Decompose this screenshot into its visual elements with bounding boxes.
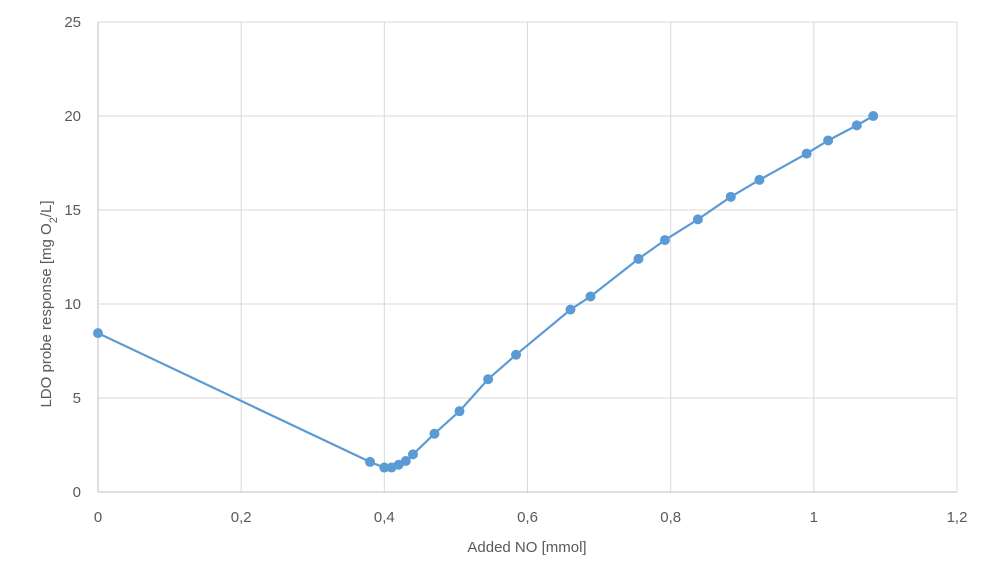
gridlines (98, 21, 958, 492)
data-point (801, 148, 812, 159)
data-point (379, 462, 390, 473)
data-point (400, 455, 411, 466)
y-tick-label: 10 (64, 296, 81, 313)
y-axis-title-suffix: /L] (38, 200, 55, 217)
data-point (725, 191, 736, 202)
x-tick-label: 1,2 (947, 509, 968, 526)
y-tick-label: 20 (64, 108, 81, 125)
data-point (692, 214, 703, 225)
x-tick-label: 0,2 (231, 509, 252, 526)
series-line (97, 115, 874, 469)
data-point (429, 428, 440, 439)
data-point (565, 304, 576, 315)
data-point (365, 456, 376, 467)
data-point (454, 406, 465, 417)
data-point (868, 111, 879, 121)
y-axis-title-main: LDO probe response [mg O (38, 223, 55, 407)
data-point (633, 253, 644, 264)
x-tick-label: 0,6 (517, 509, 538, 526)
axes (97, 22, 957, 493)
x-axis-title: Added NO [mmol] (467, 539, 586, 556)
y-tick-label: 5 (73, 390, 81, 407)
x-tick-labels: 0 0,2 0,4 0,6 0,8 1 1,2 (94, 509, 968, 526)
x-tick-label: 0,8 (660, 509, 681, 526)
data-point (585, 291, 596, 302)
data-point (754, 174, 765, 185)
x-tick-label: 0,4 (374, 509, 395, 526)
y-axis-title-subscript: 2 (48, 217, 60, 223)
y-tick-label: 15 (64, 202, 81, 219)
x-tick-label: 1 (810, 509, 818, 526)
x-tick-label: 0 (94, 509, 102, 526)
y-axis-title: LDO probe response [mg O2/L] (38, 200, 60, 407)
y-tick-labels: 0 5 10 15 20 25 (64, 14, 81, 501)
data-point (851, 120, 862, 131)
data-point (511, 349, 522, 360)
data-point (93, 328, 103, 339)
data-series (93, 111, 879, 473)
data-point (407, 449, 418, 460)
data-point (483, 374, 494, 385)
y-tick-label: 0 (73, 484, 81, 501)
data-point (659, 235, 670, 246)
data-point (823, 135, 834, 146)
y-tick-label: 25 (64, 14, 81, 31)
